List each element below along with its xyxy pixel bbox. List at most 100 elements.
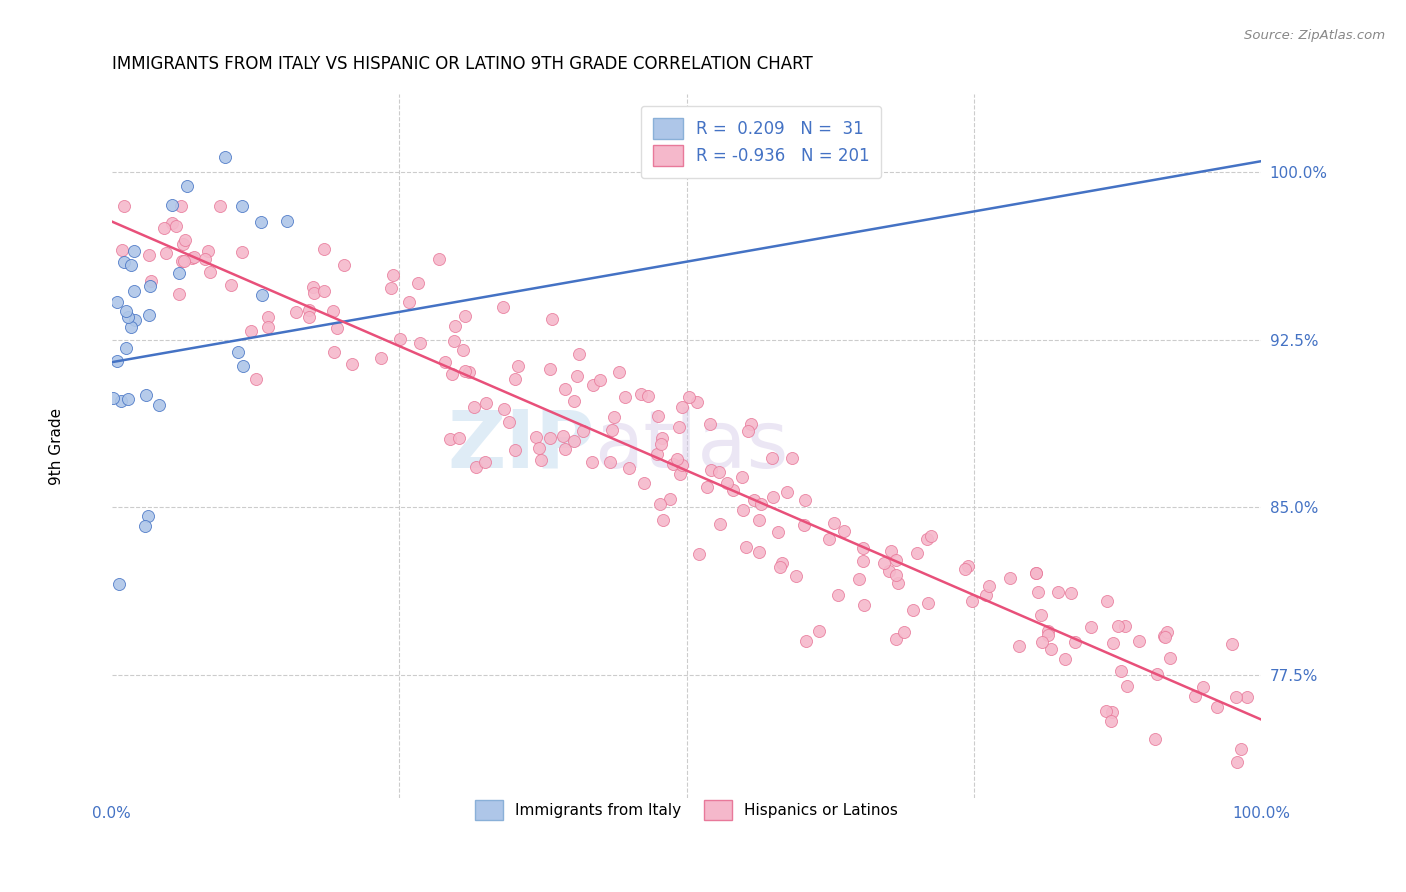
Point bbox=[769, 560, 792, 574]
Point bbox=[957, 559, 980, 574]
Point bbox=[785, 569, 807, 583]
Point bbox=[298, 310, 321, 325]
Point bbox=[581, 455, 603, 469]
Point bbox=[167, 286, 190, 301]
Point bbox=[723, 483, 745, 497]
Point bbox=[893, 625, 915, 640]
Legend: Immigrants from Italy, Hispanics or Latinos: Immigrants from Italy, Hispanics or Lati… bbox=[467, 791, 907, 829]
Point bbox=[1064, 635, 1087, 649]
Point bbox=[630, 386, 652, 401]
Point bbox=[231, 199, 253, 213]
Point bbox=[162, 198, 184, 212]
Point bbox=[257, 310, 280, 325]
Point bbox=[1025, 566, 1047, 580]
Point bbox=[301, 280, 323, 294]
Point bbox=[1029, 608, 1052, 623]
Point bbox=[322, 303, 344, 318]
Point bbox=[115, 304, 138, 318]
Point bbox=[170, 199, 193, 213]
Point bbox=[173, 233, 195, 247]
Point bbox=[173, 254, 195, 268]
Point bbox=[582, 377, 605, 392]
Point bbox=[905, 546, 928, 560]
Point bbox=[312, 242, 335, 256]
Point bbox=[285, 305, 308, 319]
Point bbox=[276, 213, 298, 227]
Point bbox=[503, 443, 526, 458]
Point bbox=[669, 467, 692, 482]
Point bbox=[1046, 585, 1069, 599]
Point bbox=[232, 359, 254, 374]
Point bbox=[823, 516, 845, 530]
Point bbox=[599, 455, 621, 469]
Point bbox=[474, 455, 496, 469]
Point bbox=[1192, 680, 1215, 694]
Point bbox=[1025, 566, 1047, 581]
Point bbox=[761, 451, 783, 466]
Point bbox=[165, 219, 187, 234]
Point bbox=[155, 246, 177, 260]
Point bbox=[1156, 624, 1178, 639]
Point bbox=[194, 252, 217, 267]
Point bbox=[780, 451, 803, 466]
Point bbox=[768, 525, 790, 540]
Point bbox=[105, 294, 128, 309]
Point bbox=[239, 324, 262, 338]
Point bbox=[340, 357, 363, 371]
Point bbox=[388, 332, 411, 346]
Point bbox=[699, 463, 721, 477]
Point bbox=[200, 265, 222, 279]
Point bbox=[762, 490, 785, 504]
Point bbox=[538, 431, 561, 445]
Point bbox=[562, 434, 585, 449]
Point bbox=[1101, 705, 1123, 719]
Point bbox=[508, 359, 530, 373]
Point bbox=[176, 179, 198, 194]
Point bbox=[398, 294, 420, 309]
Point bbox=[454, 309, 477, 323]
Point bbox=[226, 345, 249, 359]
Point bbox=[474, 396, 496, 410]
Point bbox=[381, 268, 404, 282]
Point bbox=[409, 335, 432, 350]
Point bbox=[1036, 628, 1059, 642]
Point bbox=[671, 458, 693, 472]
Point bbox=[297, 303, 319, 318]
Point bbox=[633, 475, 655, 490]
Point bbox=[110, 394, 132, 409]
Point bbox=[637, 389, 659, 403]
Point bbox=[1184, 689, 1206, 703]
Point bbox=[668, 419, 690, 434]
Point bbox=[678, 390, 700, 404]
Point bbox=[707, 466, 730, 480]
Point bbox=[901, 603, 924, 617]
Point bbox=[852, 554, 875, 568]
Point bbox=[503, 371, 526, 385]
Point bbox=[709, 517, 731, 532]
Point bbox=[257, 320, 280, 334]
Point bbox=[647, 409, 669, 423]
Point bbox=[776, 484, 799, 499]
Point bbox=[808, 624, 831, 638]
Point bbox=[651, 431, 673, 445]
Point bbox=[440, 367, 463, 381]
Point bbox=[1225, 690, 1247, 704]
Point bbox=[322, 345, 344, 359]
Point bbox=[463, 400, 485, 414]
Point bbox=[245, 372, 267, 386]
Point bbox=[917, 595, 939, 609]
Point bbox=[444, 318, 467, 333]
Point bbox=[134, 519, 156, 533]
Point bbox=[852, 599, 875, 613]
Point bbox=[1107, 619, 1129, 633]
Point bbox=[832, 524, 855, 538]
Point bbox=[529, 441, 551, 455]
Point bbox=[827, 588, 849, 602]
Point bbox=[138, 308, 160, 322]
Point bbox=[877, 564, 900, 578]
Point bbox=[568, 347, 591, 361]
Point bbox=[737, 424, 759, 438]
Point bbox=[589, 373, 612, 387]
Point bbox=[884, 553, 907, 567]
Point bbox=[884, 568, 907, 582]
